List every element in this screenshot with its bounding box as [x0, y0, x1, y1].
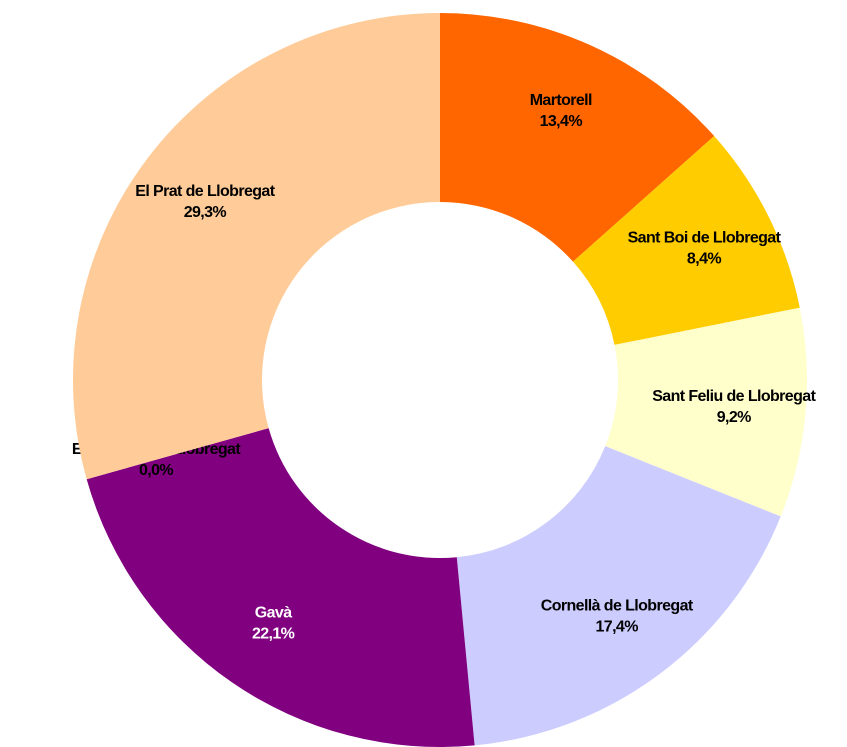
slice-value-label: 0,0%: [139, 462, 173, 479]
slice-value-label: 17,4%: [595, 618, 638, 635]
donut-slice: [73, 13, 441, 480]
slice-label: Gavà: [255, 604, 292, 621]
slice-label: El Prat de Llobregat: [135, 183, 275, 200]
slice-label: Sant Boi de Llobregat: [628, 230, 782, 247]
donut-slice: [572, 136, 800, 345]
donut-slice: [456, 446, 781, 746]
slice-value-label: 8,4%: [687, 251, 721, 268]
slice-value-label: 13,4%: [540, 113, 583, 130]
slice-label: Sant Feliu de Llobregat: [652, 388, 816, 405]
slice-label: Martorell: [530, 92, 592, 109]
slice-value-label: 9,2%: [717, 409, 751, 426]
donut-slice: [440, 13, 715, 262]
slice-value-label: 22,1%: [252, 625, 295, 642]
slice-label: Cornellà de Llobregat: [541, 597, 694, 614]
slice-value-label: 29,3%: [184, 204, 227, 221]
donut-slice: [86, 428, 475, 747]
donut-slice: [605, 307, 807, 517]
